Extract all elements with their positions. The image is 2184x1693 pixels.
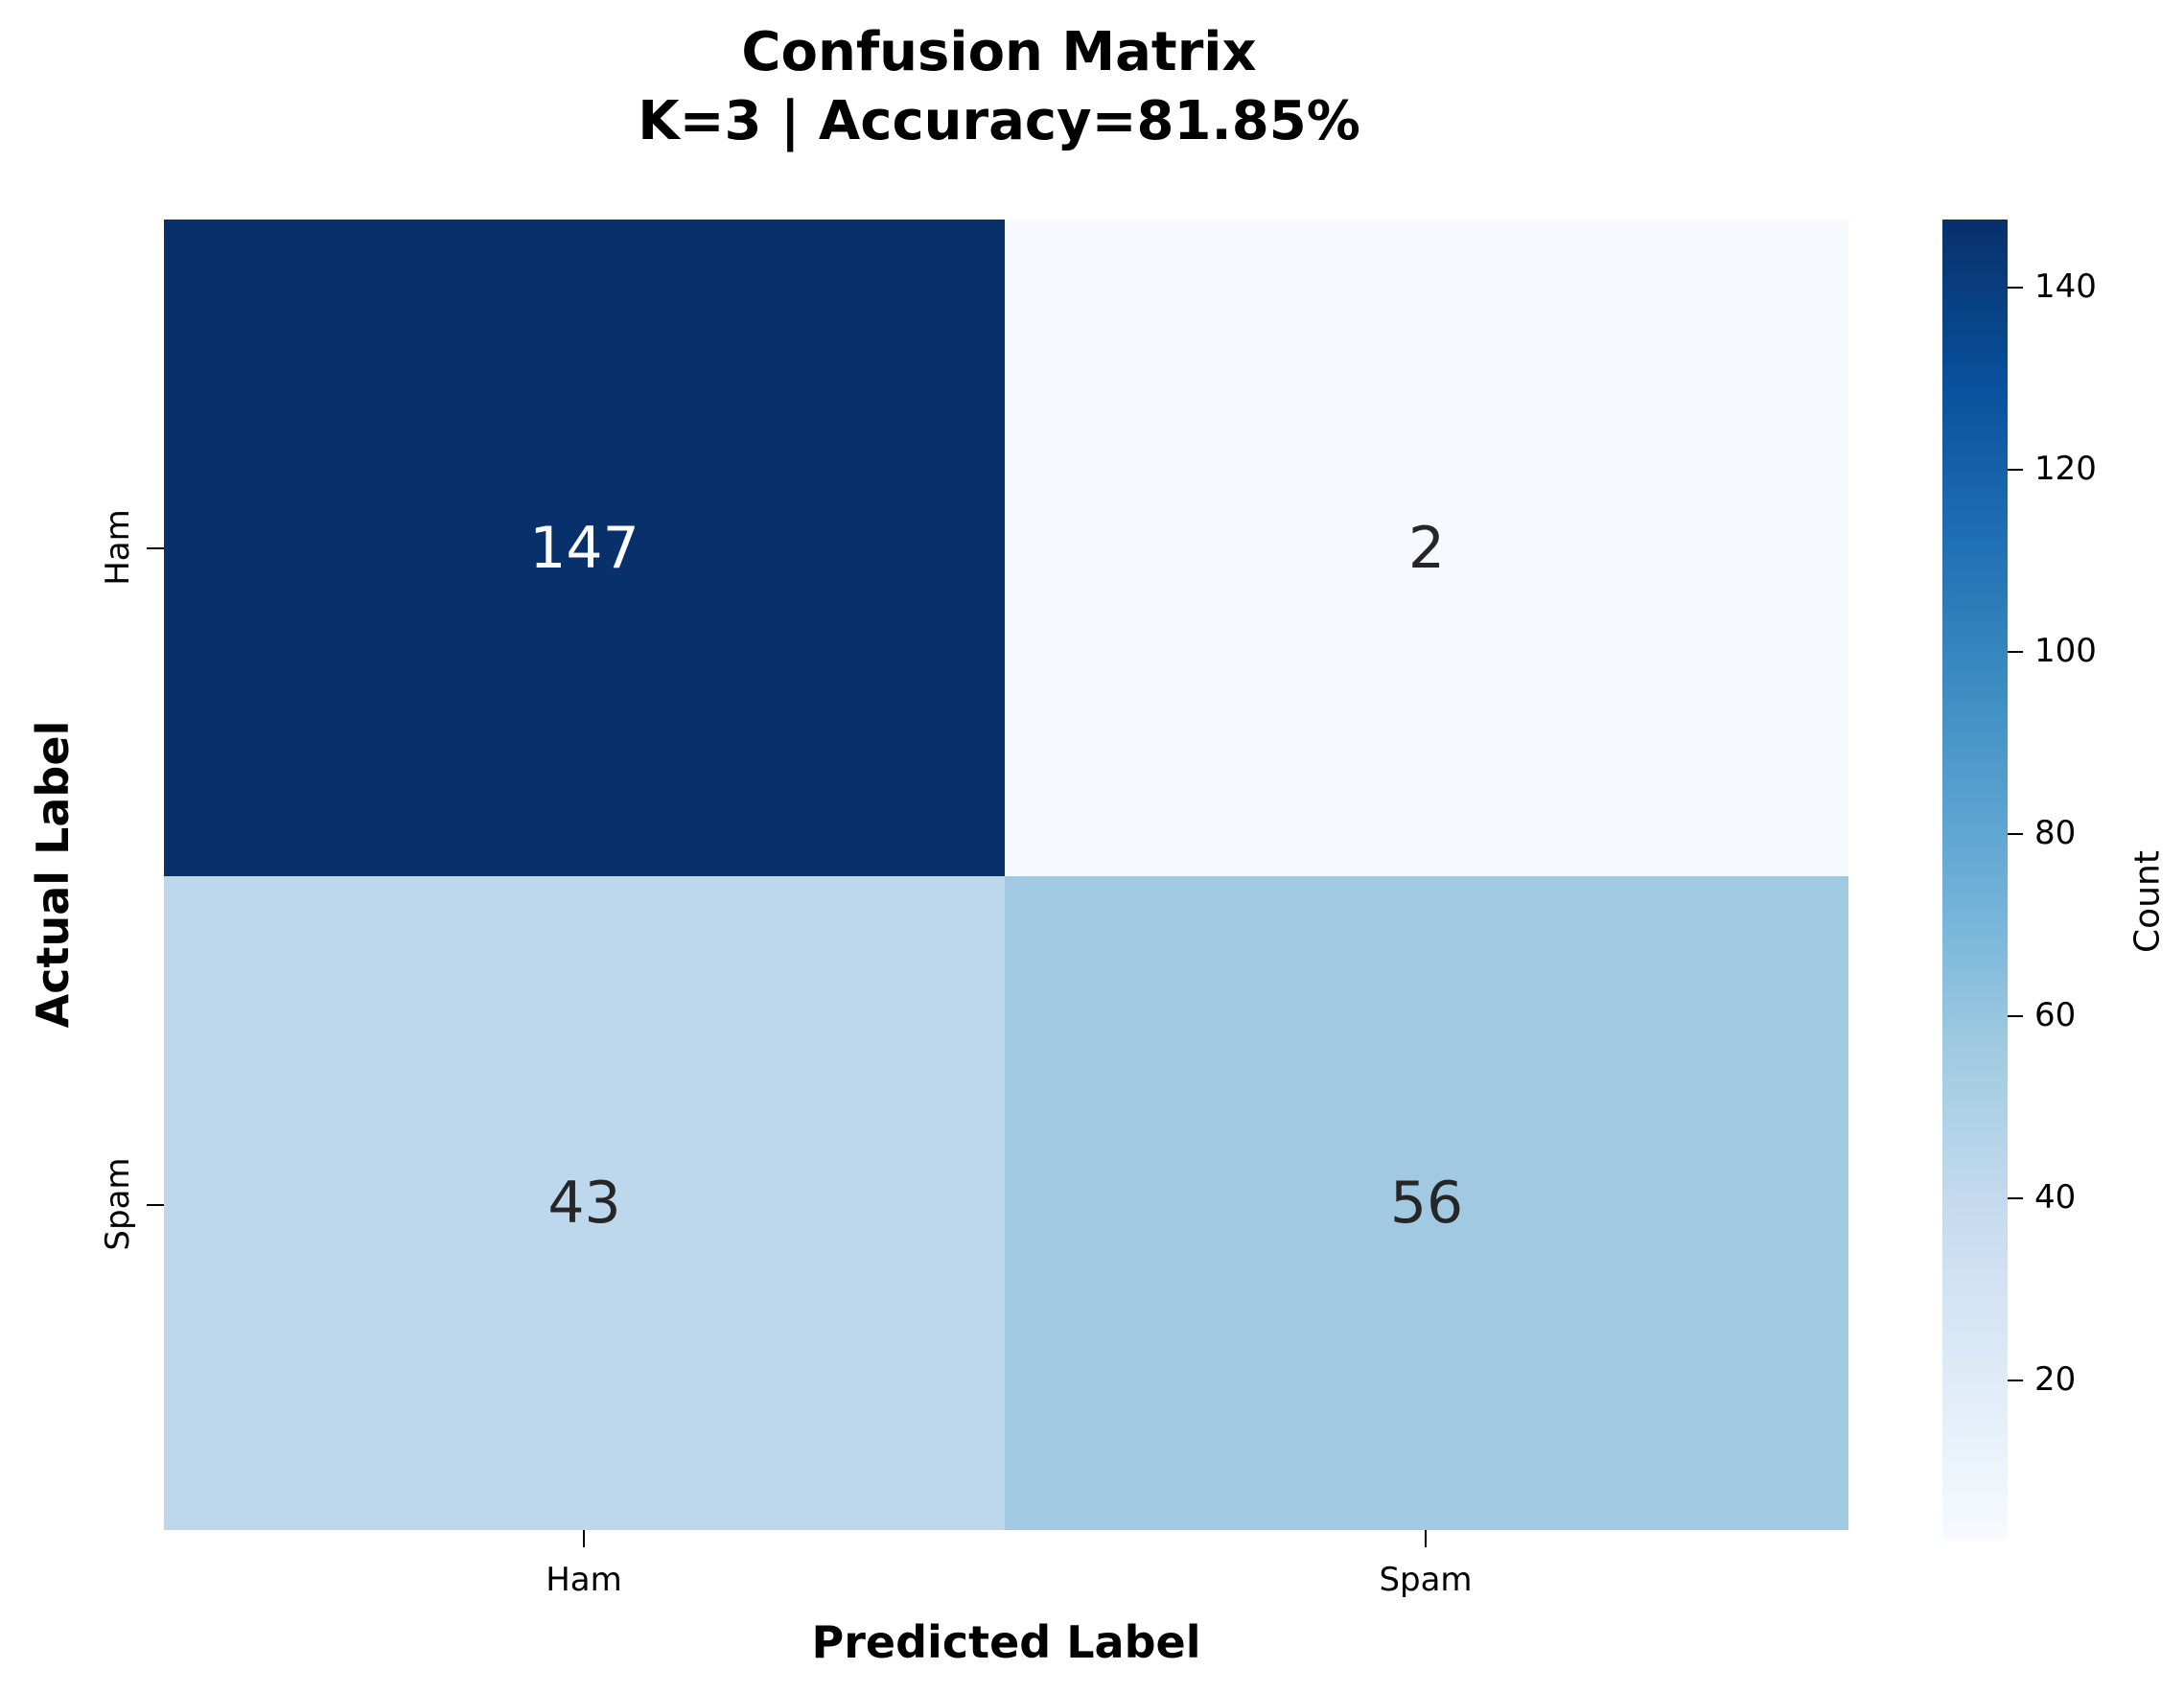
cell-spam-ham: 43 xyxy=(164,876,1005,1530)
colorbar-tick xyxy=(2008,1197,2023,1199)
cell-spam-spam: 56 xyxy=(1005,876,1848,1530)
y-tick-label: Spam xyxy=(99,1157,137,1251)
cell-ham-spam: 2 xyxy=(1005,220,1848,876)
colorbar-tick xyxy=(2008,469,2023,471)
y-tick-mark xyxy=(147,1204,164,1206)
colorbar-tick-label: 120 xyxy=(2034,450,2097,488)
colorbar-tick-label: 20 xyxy=(2034,1360,2077,1399)
chart-title: Confusion Matrix xyxy=(741,21,1257,83)
y-tick-mark xyxy=(147,547,164,549)
cell-value: 56 xyxy=(1389,1170,1464,1237)
colorbar-tick xyxy=(2008,1015,2023,1017)
chart-subtitle: K=3 | Accuracy=81.85% xyxy=(638,90,1360,152)
x-axis-label: Predicted Label xyxy=(811,1616,1201,1668)
cell-ham-ham: 147 xyxy=(164,220,1005,876)
x-tick-label: Spam xyxy=(1379,1561,1473,1599)
heatmap: 147 2 43 56 xyxy=(164,220,1848,1530)
colorbar-tick xyxy=(2008,287,2023,289)
colorbar-tick xyxy=(2008,651,2023,653)
x-tick-label: Ham xyxy=(546,1561,622,1599)
x-tick-mark xyxy=(1425,1530,1427,1547)
colorbar xyxy=(1942,220,2008,1540)
cell-value: 2 xyxy=(1407,514,1446,582)
colorbar-tick-label: 60 xyxy=(2034,996,2077,1034)
cell-value: 147 xyxy=(529,514,639,582)
colorbar-tick-label: 40 xyxy=(2034,1178,2077,1217)
cell-value: 43 xyxy=(547,1170,621,1237)
y-axis-label: Actual Label xyxy=(27,720,79,1029)
colorbar-tick xyxy=(2008,1380,2023,1381)
y-tick-label: Ham xyxy=(99,509,137,586)
colorbar-tick-label: 100 xyxy=(2034,632,2097,670)
colorbar-label: Count xyxy=(2127,850,2168,953)
colorbar-tick-label: 140 xyxy=(2034,267,2097,306)
x-tick-mark xyxy=(583,1530,585,1547)
colorbar-tick xyxy=(2008,833,2023,835)
colorbar-tick-label: 80 xyxy=(2034,814,2077,852)
